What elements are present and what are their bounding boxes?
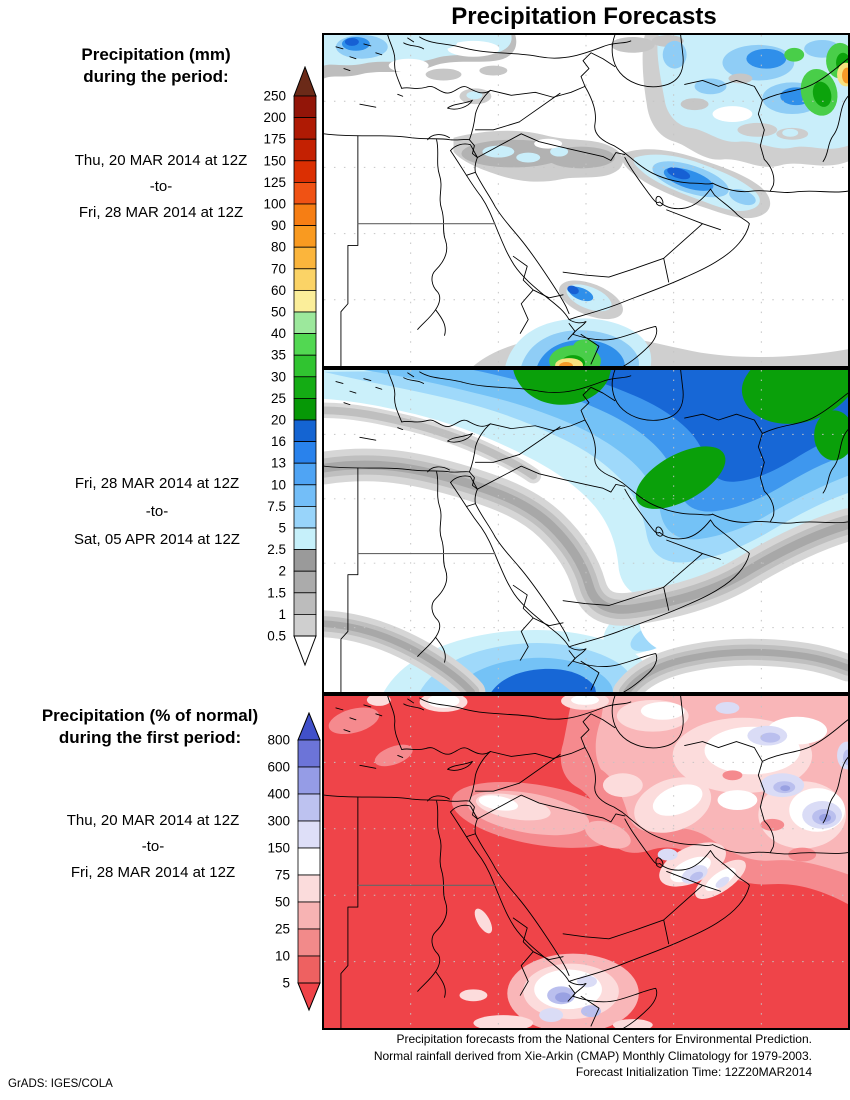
svg-text:25: 25 xyxy=(275,922,290,937)
svg-text:70: 70 xyxy=(271,261,286,276)
svg-text:13: 13 xyxy=(271,456,286,471)
footer-line-1: Precipitation forecasts from the Nationa… xyxy=(396,1032,812,1046)
panel2-period: Fri, 28 MAR 2014 at 12Z -to- Sat, 05 APR… xyxy=(24,475,290,548)
svg-text:150: 150 xyxy=(267,841,290,856)
panel1-date-to: Fri, 28 MAR 2014 at 12Z xyxy=(78,204,244,221)
panel3-heading-line2: during the first period: xyxy=(58,728,242,747)
colorbar-percent-normal: 800 600 400 300 150 75 50 25 10 5 xyxy=(267,712,321,1012)
svg-text:50: 50 xyxy=(271,305,286,320)
svg-text:5: 5 xyxy=(278,521,286,536)
panel3-date-separator: -to- xyxy=(141,838,165,855)
svg-text:60: 60 xyxy=(271,283,286,298)
svg-text:125: 125 xyxy=(263,175,286,190)
colorbar-precip-mm: 2502001751501251009080706050403530252016… xyxy=(263,66,317,667)
percent-fill-layer-3 xyxy=(324,696,848,1028)
svg-text:800: 800 xyxy=(267,733,290,748)
panel1-date-from: Thu, 20 MAR 2014 at 12Z xyxy=(74,152,248,169)
footer-line-2: Normal rainfall derived from Xie-Arkin (… xyxy=(373,1048,812,1063)
svg-text:1: 1 xyxy=(278,607,286,622)
svg-text:30: 30 xyxy=(271,369,286,384)
svg-text:100: 100 xyxy=(263,197,286,212)
svg-text:25: 25 xyxy=(271,391,286,406)
svg-text:150: 150 xyxy=(263,153,286,168)
map-panel-percent-normal xyxy=(322,694,850,1030)
svg-text:0.5: 0.5 xyxy=(267,629,286,644)
panel2-date-from: Fri, 28 MAR 2014 at 12Z xyxy=(74,475,240,492)
panel1-period: Thu, 20 MAR 2014 at 12Z -to- Fri, 28 MAR… xyxy=(28,152,294,221)
panel3-date-from: Thu, 20 MAR 2014 at 12Z xyxy=(66,812,240,829)
panel1-date-separator: -to- xyxy=(149,178,173,195)
svg-text:35: 35 xyxy=(271,348,286,363)
panel3-date-to: Fri, 28 MAR 2014 at 12Z xyxy=(70,864,236,881)
gray-band-layer-2 xyxy=(324,402,848,692)
svg-text:300: 300 xyxy=(267,814,290,829)
panel2-date-separator: -to- xyxy=(145,503,169,520)
svg-text:7.5: 7.5 xyxy=(267,499,286,514)
svg-text:16: 16 xyxy=(271,434,286,449)
svg-text:75: 75 xyxy=(275,868,290,883)
svg-text:2.5: 2.5 xyxy=(267,542,286,557)
footer-attribution: Precipitation forecasts from the Nationa… xyxy=(374,1031,812,1081)
svg-text:20: 20 xyxy=(271,413,286,428)
svg-text:400: 400 xyxy=(267,787,290,802)
grads-credit: GrADS: IGES/COLA xyxy=(8,1078,113,1090)
svg-text:10: 10 xyxy=(271,477,286,492)
map-panel-precip-mm-period2 xyxy=(322,368,850,694)
precip-fill-layer-1 xyxy=(324,35,848,366)
svg-text:600: 600 xyxy=(267,760,290,775)
svg-text:1.5: 1.5 xyxy=(267,585,286,600)
svg-text:200: 200 xyxy=(263,110,286,125)
svg-text:90: 90 xyxy=(271,218,286,233)
panel2-date-to: Sat, 05 APR 2014 at 12Z xyxy=(74,531,240,548)
panel3-period: Thu, 20 MAR 2014 at 12Z -to- Fri, 28 MAR… xyxy=(20,812,286,881)
svg-text:5: 5 xyxy=(282,976,290,991)
panel1-heading: Precipitation (mm) during the period: xyxy=(28,44,284,88)
map-panel-precip-mm-period1 xyxy=(322,33,850,368)
footer-line-3: Forecast Initialization Time: 12Z20MAR20… xyxy=(575,1065,812,1079)
svg-text:250: 250 xyxy=(263,89,286,104)
svg-text:40: 40 xyxy=(271,326,286,341)
svg-text:175: 175 xyxy=(263,132,286,147)
panel3-heading-line1: Precipitation (% of normal) xyxy=(41,706,259,725)
page-title: Precipitation Forecasts xyxy=(451,3,717,30)
svg-text:2: 2 xyxy=(278,564,286,579)
panel1-heading-line2: during the period: xyxy=(83,67,229,86)
svg-text:50: 50 xyxy=(275,895,290,910)
panel1-heading-line1: Precipitation (mm) xyxy=(81,45,231,64)
svg-text:80: 80 xyxy=(271,240,286,255)
panel3-heading: Precipitation (% of normal) during the f… xyxy=(12,705,288,749)
svg-text:10: 10 xyxy=(275,949,290,964)
